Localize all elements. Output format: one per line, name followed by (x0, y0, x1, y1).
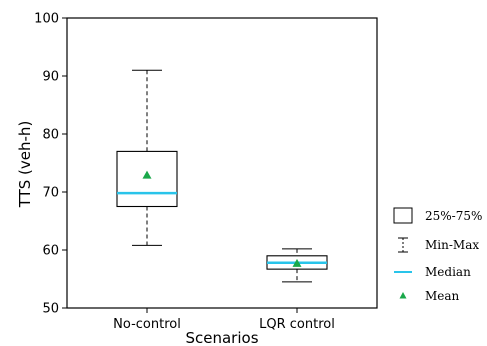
plot-area (66, 17, 378, 309)
mean-marker (142, 170, 152, 179)
legend-label: Min-Max (425, 238, 479, 252)
legend-item: Min-Max (398, 237, 479, 253)
legend: 25%-75% Min-Max Median Mean (393, 207, 482, 303)
y-tick-label: 80 (42, 128, 59, 143)
y-tick-label: 100 (34, 12, 59, 27)
boxes (116, 69, 328, 283)
legend-item: Mean (399, 289, 460, 303)
plot-frame (66, 17, 378, 309)
legend-label: 25%-75% (425, 209, 482, 223)
y-tick-label: 90 (42, 70, 59, 85)
x-axis-title: Scenarios (185, 329, 258, 346)
box-2 (266, 248, 328, 283)
legend-item: Median (394, 265, 471, 279)
legend-mean-symbol (399, 292, 407, 299)
x-axis: No-control LQR control (113, 308, 335, 332)
box-1 (116, 69, 178, 246)
legend-label: Mean (425, 289, 460, 303)
y-axis-title: TTS (veh-h) (16, 121, 34, 209)
mean-marker (292, 258, 302, 267)
legend-item: 25%-75% (393, 207, 482, 224)
x-tick-label: LQR control (259, 317, 335, 332)
x-tick-label: No-control (113, 317, 181, 332)
y-tick-label: 70 (42, 186, 59, 201)
y-tick-label: 60 (42, 244, 59, 259)
legend-box-symbol (393, 207, 413, 224)
y-axis: 50 60 70 80 90 100 (34, 12, 67, 317)
iqr-box (116, 150, 178, 208)
y-tick-label: 50 (42, 302, 59, 317)
legend-label: Median (425, 265, 471, 279)
